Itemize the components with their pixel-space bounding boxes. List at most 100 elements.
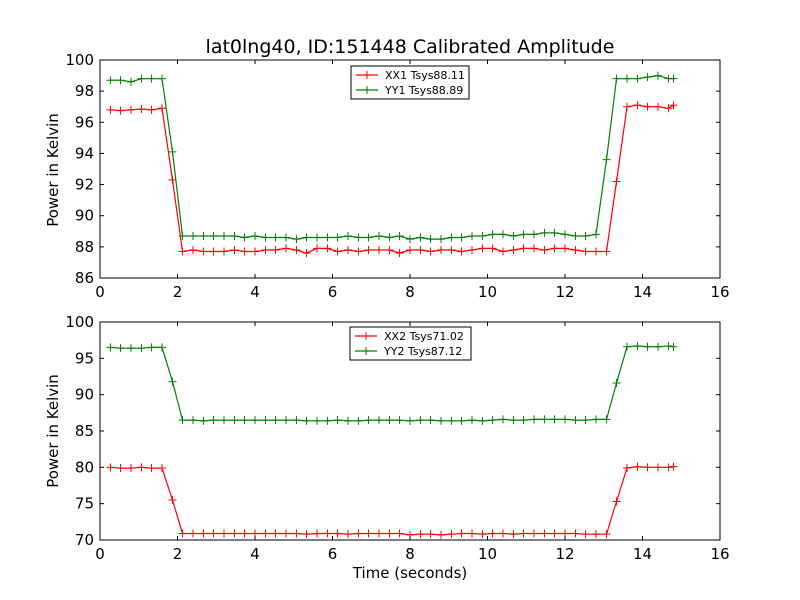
top-series-1-point: [209, 247, 218, 256]
bottom-series-1-point: [333, 529, 342, 538]
bottom-series-1-point: [571, 529, 580, 538]
bottom-series-2-point: [127, 344, 135, 353]
bottom-series-1-point: [282, 529, 290, 538]
top-series-1-point: [127, 105, 135, 114]
top-x-tick-label: 2: [173, 283, 183, 301]
bottom-series-2-point: [550, 415, 559, 424]
bottom-legend-label-2: YY2 Tsys87.12: [383, 345, 462, 358]
bottom-series-2-point: [313, 416, 321, 425]
bottom-series-1-point: [344, 530, 352, 539]
bottom-series-2-point: [168, 377, 177, 386]
top-series-1-point: [643, 102, 652, 111]
top-x-tick-label: 4: [250, 283, 260, 301]
bottom-y-tick-label: 95: [75, 349, 94, 367]
top-y-tick-label: 92: [75, 176, 94, 194]
bottom-series-2-point: [612, 379, 621, 388]
top-series-2: [106, 71, 678, 244]
top-series-2-point: [519, 230, 528, 239]
top-series-2-point: [406, 235, 414, 244]
bottom-series-2-point: [571, 416, 580, 425]
top-series-2-point: [468, 231, 476, 240]
bottom-series-2-point: [395, 416, 404, 425]
top-series-1-point: [437, 245, 445, 254]
top-series-1-point: [375, 245, 383, 254]
top-series-2-point: [127, 77, 135, 86]
bottom-series-1-point: [302, 530, 311, 539]
bottom-legend-box: [349, 326, 472, 361]
top-series-2-point: [561, 230, 569, 239]
top-series-1-point: [302, 249, 311, 258]
bottom-series-2-point: [158, 343, 166, 352]
top-series-1-point: [230, 245, 239, 254]
bottom-series-2-point: [364, 416, 373, 425]
bottom-series-1-point: [220, 529, 228, 538]
top-series-2-point: [643, 73, 652, 82]
top-series-2-point: [612, 74, 621, 83]
top-x-tick-label: 12: [555, 283, 574, 301]
bottom-series-1-point: [199, 529, 208, 538]
bottom-series-1-point: [602, 530, 611, 539]
top-series-2-point: [230, 231, 239, 240]
top-series-1-point: [581, 247, 590, 256]
bottom-series-1-point: [178, 529, 187, 538]
top-series-1: [106, 101, 678, 258]
bottom-series-1-point: [240, 529, 249, 538]
bottom-series-2-point: [468, 416, 476, 425]
top-x-tick-label: 0: [95, 283, 105, 301]
bottom-series-2-point: [478, 416, 487, 425]
bottom-series-2-point: [375, 416, 383, 425]
top-series-1-point: [271, 245, 280, 254]
top-series-1-point: [592, 247, 600, 256]
bottom-x-tick-label: 0: [95, 545, 105, 563]
top-series-1-point: [478, 244, 487, 253]
top-series-2-point: [602, 155, 611, 164]
bottom-series-2-point: [406, 416, 414, 425]
bottom-legend-label-1: XX2 Tsys71.02: [384, 330, 464, 343]
bottom-series-2-point: [437, 416, 445, 425]
bottom-y-tick-label: 80: [75, 458, 94, 476]
bottom-series-1-point: [168, 496, 177, 505]
bottom-series-2-point: [540, 415, 549, 424]
bottom-series-2-point: [178, 416, 187, 425]
bottom-series-1-point: [447, 530, 456, 539]
top-series-2-point: [220, 231, 228, 240]
bottom-series-2-point: [282, 416, 290, 425]
bottom-series-1-point: [416, 530, 425, 539]
bottom-series-1-point: [292, 529, 301, 538]
top-series-2-point: [395, 231, 404, 240]
top-series-1-point: [147, 105, 156, 114]
top-x-tick-label: 10: [478, 283, 497, 301]
top-series-2-point: [292, 235, 301, 244]
top-y-tick-label: 96: [75, 113, 94, 131]
top-series-2-point: [633, 74, 642, 83]
bottom-series-2-point: [323, 416, 332, 425]
top-series-1-point: [530, 244, 538, 253]
bottom-legend: XX2 Tsys71.02 YY2 Tsys87.12: [349, 326, 472, 361]
bottom-series-2-point: [447, 416, 456, 425]
top-panel: Power in Kelvin 0 2 4 6 8 10 12 14 16 86 88 90 92 94 9…: [44, 51, 730, 301]
bottom-x-tick-label: 16: [710, 545, 729, 563]
bottom-x-tick-label: 2: [173, 545, 183, 563]
bottom-series-1-point: [395, 529, 404, 538]
top-series-2-point: [333, 233, 342, 242]
bottom-series-2-point: [199, 416, 208, 425]
bottom-series-1-point: [158, 464, 166, 473]
bottom-legend-marker-1: [362, 332, 370, 340]
bottom-y-tick-label: 75: [75, 495, 94, 513]
top-series-2-point: [313, 233, 321, 242]
bottom-series-2-point: [654, 342, 662, 351]
bottom-x-tick-label: 4: [250, 545, 260, 563]
top-series-2-point: [364, 233, 373, 242]
bottom-series-1-point: [499, 529, 507, 538]
top-legend-box: [350, 65, 470, 100]
top-series-2-point: [209, 231, 218, 240]
bottom-series-2-point: [220, 416, 228, 425]
top-series-2-point: [581, 231, 590, 240]
bottom-series-1-point: [209, 529, 218, 538]
bottom-series-2-point: [623, 342, 631, 351]
bottom-x-tick-label: 10: [478, 545, 497, 563]
top-series-2-point: [571, 231, 580, 240]
top-series-1-point: [261, 245, 270, 254]
bottom-series-2-point: [354, 416, 363, 425]
